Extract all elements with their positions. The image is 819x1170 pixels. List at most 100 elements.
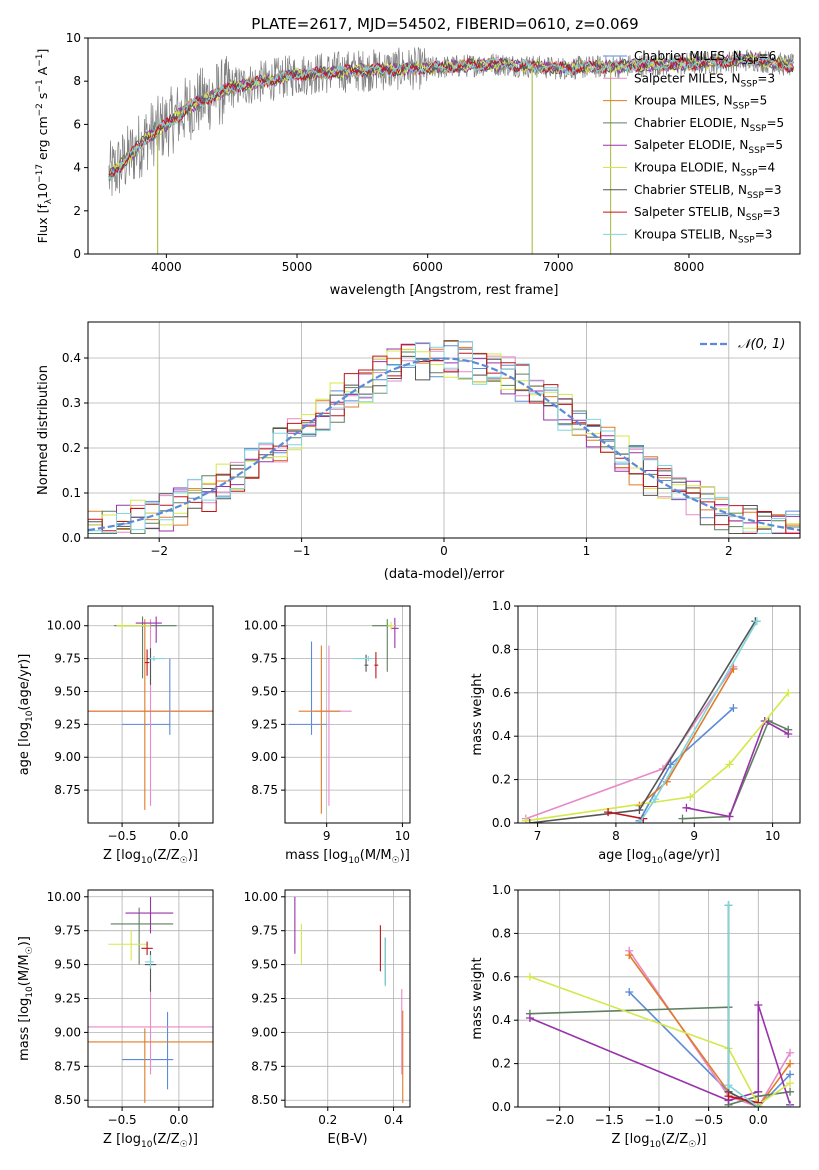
y-tick-label: 9.75 (54, 652, 81, 666)
weight-marker (752, 617, 761, 626)
y-tick-label: 8.75 (54, 783, 81, 797)
x-tick-label: 7000 (543, 260, 574, 274)
weight-marker (635, 805, 644, 814)
x-tick-label: −0.5 (108, 829, 137, 843)
weight-marker (525, 1014, 534, 1023)
weight-line (682, 719, 789, 820)
y-tick-label: 10.00 (244, 619, 278, 633)
y-tick-label: 0.4 (62, 351, 81, 365)
weight-line (525, 692, 789, 822)
legend-entry: Salpeter STELIB, NSSP=3 (634, 205, 780, 223)
mass-vs-EBV-panel: 0.2 0.4 8.50 8.75 9.00 9.25 9.50 9.75 10.00 E(B-V… (244, 889, 411, 1147)
x-tick-label: −2.0 (545, 1113, 574, 1127)
plot-area (525, 901, 795, 1107)
y-tick-label: 9.25 (251, 992, 278, 1006)
weight-marker (525, 819, 534, 823)
weight-marker (725, 812, 734, 821)
y-tick-label: 10.00 (47, 890, 81, 904)
weight-marker (786, 1079, 795, 1088)
y-tick-label: 9.00 (251, 1025, 278, 1039)
plot-area (108, 47, 794, 254)
x-axis-label: wavelength [Angstrom, rest frame] (330, 283, 559, 298)
x-axis-label: E(B-V) (327, 1132, 367, 1147)
model-spectrum (108, 52, 794, 178)
x-tick-label: 1 (583, 544, 591, 558)
x-tick-label: 2 (725, 544, 733, 558)
weight-marker (786, 1070, 795, 1079)
plot-area (294, 896, 404, 1103)
weight-marker (784, 688, 793, 697)
y-tick-label: 0.0 (62, 531, 81, 545)
x-tick-label: 0.2 (318, 1113, 337, 1127)
plot-area (88, 616, 213, 810)
y-tick-label: 9.75 (251, 924, 278, 938)
age-vs-Z-panel: −0.5 0.0 8.75 9.00 9.25 9.50 9.75 10.00 Z [log10… (17, 605, 214, 866)
x-tick-label: 10 (395, 829, 410, 843)
y-tick-label: 0.1 (62, 486, 81, 500)
histogram-panel: −2 −1 0 1 2 0.0 0.1 0.2 0.3 0.4 𝒩(0, 1) (data-model… (36, 321, 801, 582)
weight-marker (724, 901, 733, 910)
y-tick-label: 0.2 (62, 441, 81, 455)
axes-frame: 9 10 8.75 9.00 9.25 9.50 9.75 10.00 mass [log10(… (244, 605, 411, 866)
axes-frame: −0.5 0.0 8.75 9.00 9.25 9.50 9.75 10.00 Z [log10… (17, 605, 214, 866)
y-tick-label: 10 (66, 31, 81, 45)
weight-marker (682, 803, 691, 812)
y-tick-label: 0.8 (492, 926, 511, 940)
y-tick-label: 8.75 (251, 1059, 278, 1073)
axes-frame: −2 −1 0 1 2 0.0 0.1 0.2 0.3 0.4 𝒩(0, 1) (data-model… (36, 321, 801, 582)
axes-border (87, 605, 214, 824)
y-axis-label: mass weight (470, 673, 485, 755)
x-tick-label: 9 (323, 829, 331, 843)
legend-entry: Kroupa STELIB, NSSP=3 (634, 227, 772, 245)
weight-line (727, 905, 791, 1107)
axes-frame: −2.0 −1.5 −1.0 −0.5 0.0 0.0 0.2 0.4 0.6 0.8 1.0 Z [… (470, 883, 801, 1150)
x-tick-label: 8000 (674, 260, 705, 274)
y-tick-label: 9.50 (251, 958, 278, 972)
y-tick-label: 9.00 (54, 750, 81, 764)
y-tick-label: 0.2 (492, 1057, 511, 1071)
x-tick-label: −1 (293, 544, 311, 558)
x-tick-label: 0.4 (384, 1113, 403, 1127)
axes-frame: 0.2 0.4 8.50 8.75 9.00 9.25 9.50 9.75 10.00 E(B-V… (244, 889, 411, 1147)
weight-marker (754, 1001, 763, 1010)
y-tick-label: 0.0 (492, 1100, 511, 1114)
y-tick-label: 0.4 (492, 729, 511, 743)
y-tick-label: 9.50 (54, 958, 81, 972)
x-axis-label: (data-model)/error (384, 567, 505, 582)
x-tick-label: −0.5 (694, 1113, 723, 1127)
age-vs-mass-panel: 9 10 8.75 9.00 9.25 9.50 9.75 10.00 mass [log10(… (244, 605, 411, 866)
x-axis-label: Z [log10(Z/Z☉)] (612, 1132, 707, 1150)
y-tick-label: 8.50 (54, 1093, 81, 1107)
y-tick-label: 8 (73, 74, 81, 88)
x-tick-label: 10 (765, 829, 780, 843)
x-tick-label: 7 (534, 829, 542, 843)
y-tick-label: 0.4 (492, 1013, 511, 1027)
plot-area (88, 896, 213, 1103)
weight-line (529, 976, 791, 1106)
weight-marker (754, 1103, 763, 1107)
mass-vs-Z-panel: −0.5 0.0 8.50 8.75 9.00 9.25 9.50 9.75 10.00 Z [l… (17, 889, 214, 1150)
legend-entry: Salpeter MILES, NSSP=3 (634, 71, 775, 89)
x-tick-label: 4000 (151, 260, 182, 274)
weight-marker (786, 1103, 795, 1107)
y-tick-label: 8.75 (54, 1059, 81, 1073)
y-tick-label: 10.00 (244, 890, 278, 904)
x-tick-label: 9 (690, 829, 698, 843)
y-tick-label: 9.00 (251, 750, 278, 764)
x-tick-label: 6000 (412, 260, 443, 274)
legend-entry: Chabrier ELODIE, NSSP=5 (634, 116, 784, 134)
x-tick-label: 0.0 (169, 829, 188, 843)
y-tick-label: 9.50 (54, 684, 81, 698)
weight-marker (651, 795, 660, 804)
spectrum-panel: 4000 5000 6000 7000 8000 0 2 4 6 8 10 wavelength [A… (35, 31, 801, 298)
y-tick-label: 10.00 (47, 619, 81, 633)
y-tick-label: 9.75 (251, 652, 278, 666)
legend-entry: Chabrier MILES, NSSP=6 (634, 49, 776, 67)
weight-line (525, 666, 735, 820)
axes-border (517, 605, 801, 824)
weight-line (638, 668, 735, 807)
weight-marker (786, 1048, 795, 1057)
y-axis-label: mass weight (470, 957, 485, 1039)
y-tick-label: 8.75 (251, 783, 278, 797)
weight-marker (725, 760, 734, 769)
